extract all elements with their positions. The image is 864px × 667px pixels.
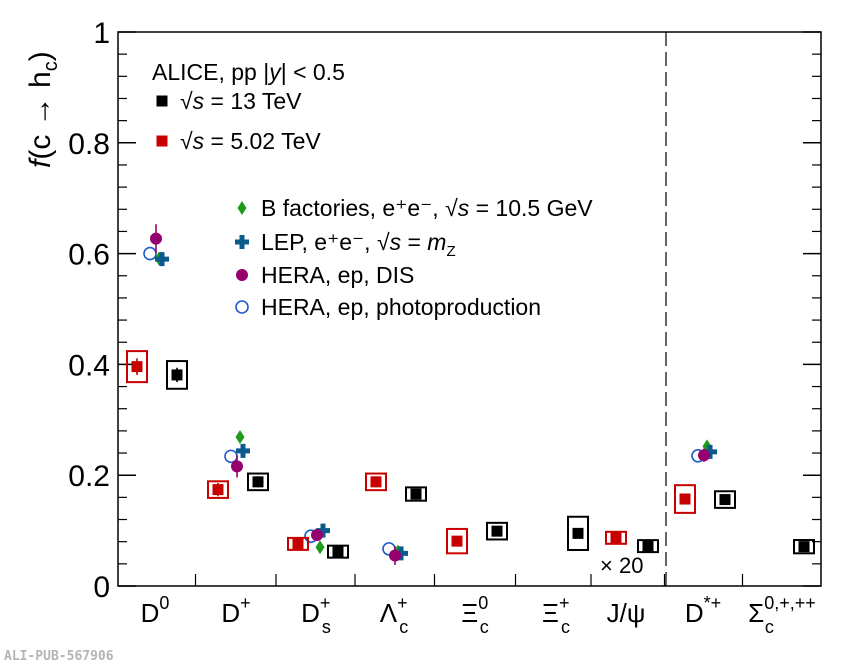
marker-square <box>212 484 224 496</box>
y-axis-label: f(c → hc) <box>24 51 62 168</box>
marker-square <box>252 476 264 488</box>
x-category-label: D0 <box>141 593 170 628</box>
legend-entry: HERA, ep, DIS <box>236 262 414 288</box>
plot-frame <box>117 31 822 587</box>
marker-cross <box>235 235 249 249</box>
x-category-label: D+ s <box>301 593 331 637</box>
marker-square <box>798 541 810 553</box>
x-axis: D0 D+ D+ s Λ+ c Ξ0 c Ξ+ c J/ψ D*+ Σ0,+,++ c <box>141 574 816 637</box>
legend-entry: LEP, e⁺e⁻, √s = mZ <box>235 229 456 260</box>
legend-label: LEP, e⁺e⁻, √s = mZ <box>261 229 456 260</box>
legend-entry: √s = 13 TeV <box>156 88 302 114</box>
legend: ALICE, pp |y| < 0.5 √s = 13 TeV √s = 5.02 … <box>152 59 593 320</box>
y-axis-title: f(c → hc) <box>24 51 62 168</box>
y-tick-label: 0.4 <box>68 349 110 382</box>
systematic-box <box>287 536 309 551</box>
marker-circle <box>236 269 248 281</box>
systematic-box <box>605 530 627 545</box>
marker-square <box>572 527 584 539</box>
x-category-label: D+ <box>221 593 250 628</box>
marker-square <box>332 546 344 558</box>
marker-open-circle <box>224 449 238 464</box>
marker-circle <box>311 529 323 542</box>
x-category-label: Σ0,+,++ c <box>748 593 816 637</box>
marker-square <box>171 369 183 381</box>
publication-id: ALI-PUB-567906 <box>4 649 114 664</box>
marker-diamond <box>235 429 245 444</box>
x-category-label: Ξ+ c <box>542 593 570 637</box>
systematic-box <box>446 527 468 555</box>
x-category-label: Λ+ c <box>380 593 408 637</box>
marker-cross <box>236 443 250 458</box>
marker-open-circle <box>143 246 157 261</box>
legend-entry: √s = 5.02 TeV <box>156 128 321 154</box>
legend-entry: HERA, ep, photoproduction <box>235 294 541 320</box>
series-0 <box>166 360 815 559</box>
x-category-label: D*+ <box>685 593 721 628</box>
systematic-box <box>567 515 589 551</box>
data-marks: × 20 <box>126 224 815 578</box>
marker-circle <box>150 232 162 245</box>
y-tick-label: 1 <box>93 17 110 50</box>
marker-cross <box>394 546 408 561</box>
marker-circle <box>231 460 243 473</box>
y-axis: 0 0.2 0.4 0.6 0.8 1 <box>68 17 821 604</box>
systematic-box <box>166 360 188 390</box>
systematic-box <box>486 521 508 541</box>
legend-label: √s = 5.02 TeV <box>180 128 321 154</box>
systematic-box <box>714 490 736 509</box>
marker-square <box>292 538 304 550</box>
scale-note: × 20 <box>600 553 643 578</box>
marker-square <box>410 488 422 500</box>
marker-circle <box>698 449 710 462</box>
systematic-box <box>405 486 427 502</box>
systematic-box <box>247 472 269 492</box>
legend-label: B factories, e⁺e⁻, √s = 10.5 GeV <box>261 195 593 221</box>
marker-diamond <box>315 540 325 555</box>
marker-square <box>156 135 168 147</box>
marker-square <box>131 361 143 373</box>
marker-cross <box>316 523 330 538</box>
y-tick-label: 0 <box>93 571 110 604</box>
marker-square <box>370 476 382 488</box>
legend-label: HERA, ep, photoproduction <box>261 294 541 320</box>
y-tick-label: 0.6 <box>68 239 110 272</box>
x-category-label: Ξ0 c <box>461 593 488 637</box>
systematic-box <box>674 484 696 514</box>
marker-cross <box>155 252 169 267</box>
series-1 <box>126 350 696 555</box>
plot-frame-rect <box>117 31 822 587</box>
marker-square <box>719 494 731 506</box>
marker-square <box>491 525 503 537</box>
systematic-box <box>637 539 659 554</box>
y-tick-label: 0.8 <box>68 128 110 161</box>
marker-square <box>679 493 691 505</box>
y-tick-label: 0.2 <box>68 460 110 493</box>
marker-square <box>610 532 622 544</box>
marker-square <box>451 535 463 547</box>
system-label: ALICE, pp |y| < 0.5 <box>152 59 345 85</box>
marker-diamond <box>237 201 247 215</box>
systematic-box <box>207 480 229 499</box>
series-3 <box>155 252 717 561</box>
marker-circle <box>389 549 401 562</box>
systematic-box <box>365 472 387 492</box>
systematic-box <box>793 539 815 555</box>
marker-square <box>156 95 168 107</box>
marker-cross <box>703 444 717 459</box>
marker-open-circle <box>235 300 249 314</box>
legend-label: HERA, ep, DIS <box>261 262 414 288</box>
marker-square <box>642 540 654 552</box>
legend-entry: B factories, e⁺e⁻, √s = 10.5 GeV <box>237 195 593 221</box>
systematic-box <box>126 350 148 384</box>
x-category-label: J/ψ <box>607 598 646 628</box>
legend-label: √s = 13 TeV <box>180 88 302 114</box>
series-4 <box>150 224 710 565</box>
systematic-box <box>327 544 349 559</box>
